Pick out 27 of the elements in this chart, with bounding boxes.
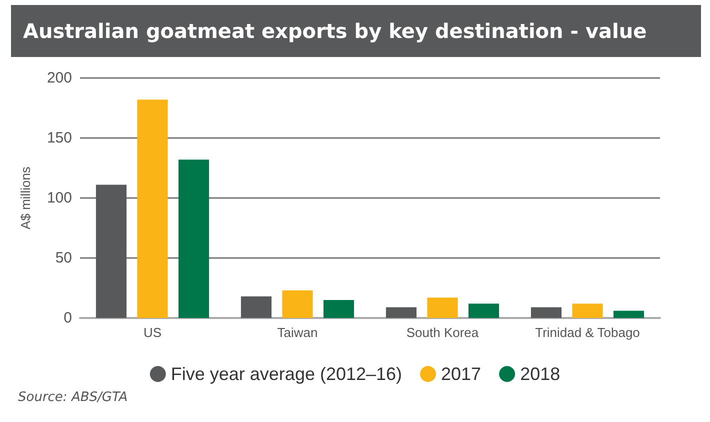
bar [613,310,644,318]
bar [530,307,562,318]
y-tick-label: 150 [46,130,72,146]
chart-title: Australian goatmeat exports by key destination - value [11,5,701,57]
source-note: Source: ABS/GTA [18,390,128,405]
bar [240,296,272,318]
bar [282,290,313,318]
bar [572,304,603,318]
y-tick-label: 0 [64,310,72,326]
x-tick-label: Trinidad & Tobago [535,325,640,340]
bar [137,100,168,318]
y-axis-title: A$ millions [18,166,33,230]
bar [323,300,354,318]
legend-label: Five year average (2012–16) [170,364,402,384]
y-tick-label: 200 [46,70,72,86]
bar [386,307,417,318]
bar [96,184,127,318]
bar [427,298,458,318]
x-tick-label: Taiwan [277,325,318,340]
legend-label: 2017 [441,364,482,384]
y-tick-label: 50 [55,250,72,266]
bar [468,304,500,318]
legend-label: 2018 [520,364,560,384]
y-tick-label: 100 [46,190,72,206]
x-tick-label: South Korea [406,325,480,340]
bar [178,160,210,318]
x-tick-label: US [143,325,162,340]
